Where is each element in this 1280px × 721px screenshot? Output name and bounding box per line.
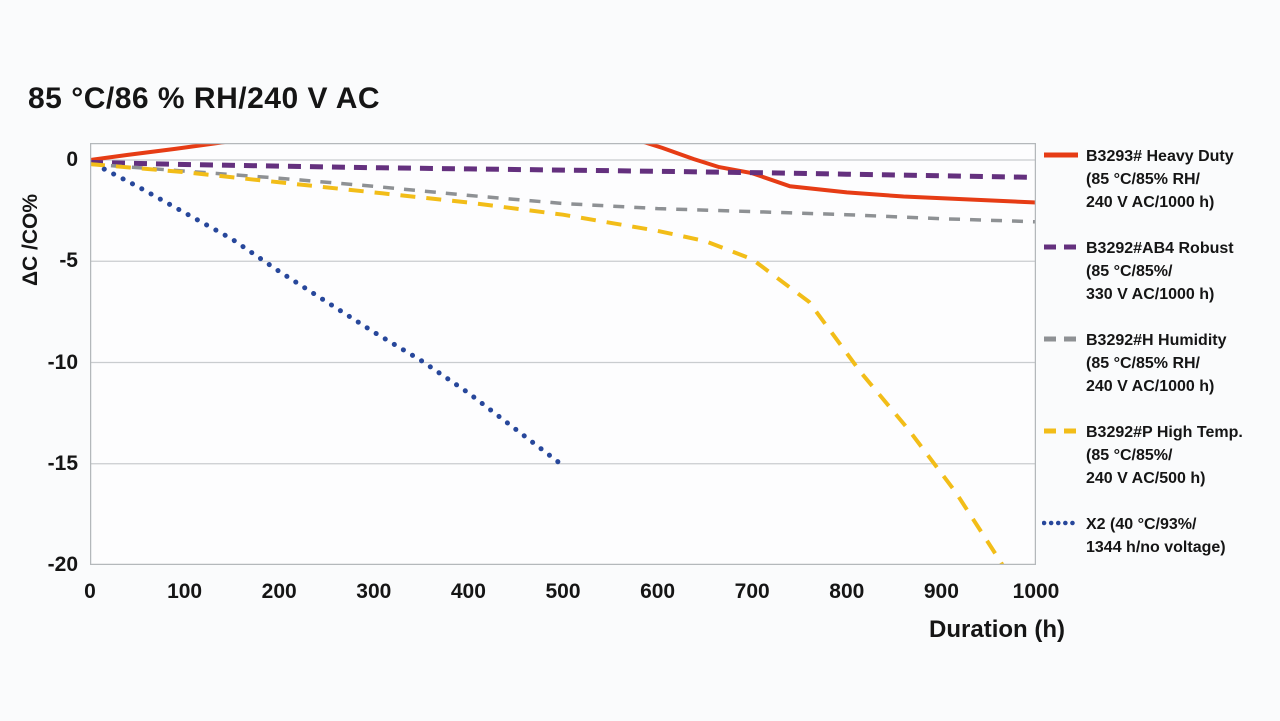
x-tick-label: 1000 [1012, 580, 1060, 603]
legend-label: X2 (40 °C/93%/1344 h/no voltage) [1086, 516, 1226, 556]
x-tick-label: 600 [640, 580, 676, 603]
x-tick-label: 200 [261, 580, 297, 603]
legend-swatch-line-icon [1044, 152, 1078, 158]
legend-swatch-dotted-icon [1042, 520, 1080, 526]
x-tick-label: 400 [450, 580, 486, 603]
plot-background [90, 143, 1036, 565]
legend-swatch-dashed-icon [1044, 244, 1078, 250]
x-tick-label: 100 [167, 580, 203, 603]
y-tick-label: 0 [66, 148, 78, 171]
x-tick-label: 300 [356, 580, 392, 603]
x-tick-label: 800 [829, 580, 865, 603]
series-line-3 [90, 162, 1005, 565]
y-tick-label: -5 [59, 249, 78, 273]
legend-item: B3293# Heavy Duty (85 °C/85% RH/240 V AC/… [1040, 145, 1276, 214]
chart-title: 85 °C/86 % RH/240 V AC [28, 82, 381, 115]
y-tick-label: -20 [47, 553, 78, 576]
legend-swatch-dashed-icon [1044, 428, 1078, 434]
legend-label: B3292#P High Temp. (85 °C/85%/240 V AC/50… [1086, 424, 1243, 487]
x-tick-label: 900 [923, 580, 959, 603]
legend-item: B3292#H Humidity (85 °C/85% RH/240 V AC/1… [1040, 329, 1276, 398]
y-tick-label: -15 [47, 451, 78, 475]
series-line-0 [90, 143, 233, 162]
series-line-0 [640, 143, 1036, 205]
series-line-1 [90, 159, 1036, 180]
legend-label: B3292#AB4 Robust (85 °C/85%/330 V AC/1000… [1086, 240, 1234, 303]
legend-item: B3292#AB4 Robust (85 °C/85%/330 V AC/1000… [1040, 237, 1276, 306]
legend-item: B3292#P High Temp. (85 °C/85%/240 V AC/50… [1040, 421, 1276, 490]
plot-frame [90, 143, 1036, 565]
legend-swatch-dashed-icon [1044, 336, 1078, 342]
legend-label: B3293# Heavy Duty (85 °C/85% RH/240 V AC/… [1086, 148, 1234, 211]
series-line-4 [101, 166, 569, 471]
x-tick-label: 500 [545, 580, 581, 603]
legend-label: B3292#H Humidity (85 °C/85% RH/240 V AC/1… [1086, 332, 1227, 395]
plot-area [90, 143, 1036, 565]
x-axis-label: Duration (h) [929, 616, 1065, 643]
x-tick-label: 700 [734, 580, 770, 603]
legend-item: X2 (40 °C/93%/1344 h/no voltage) [1040, 513, 1276, 559]
y-tick-label: -10 [47, 350, 78, 374]
x-tick-label: 0 [84, 580, 96, 603]
